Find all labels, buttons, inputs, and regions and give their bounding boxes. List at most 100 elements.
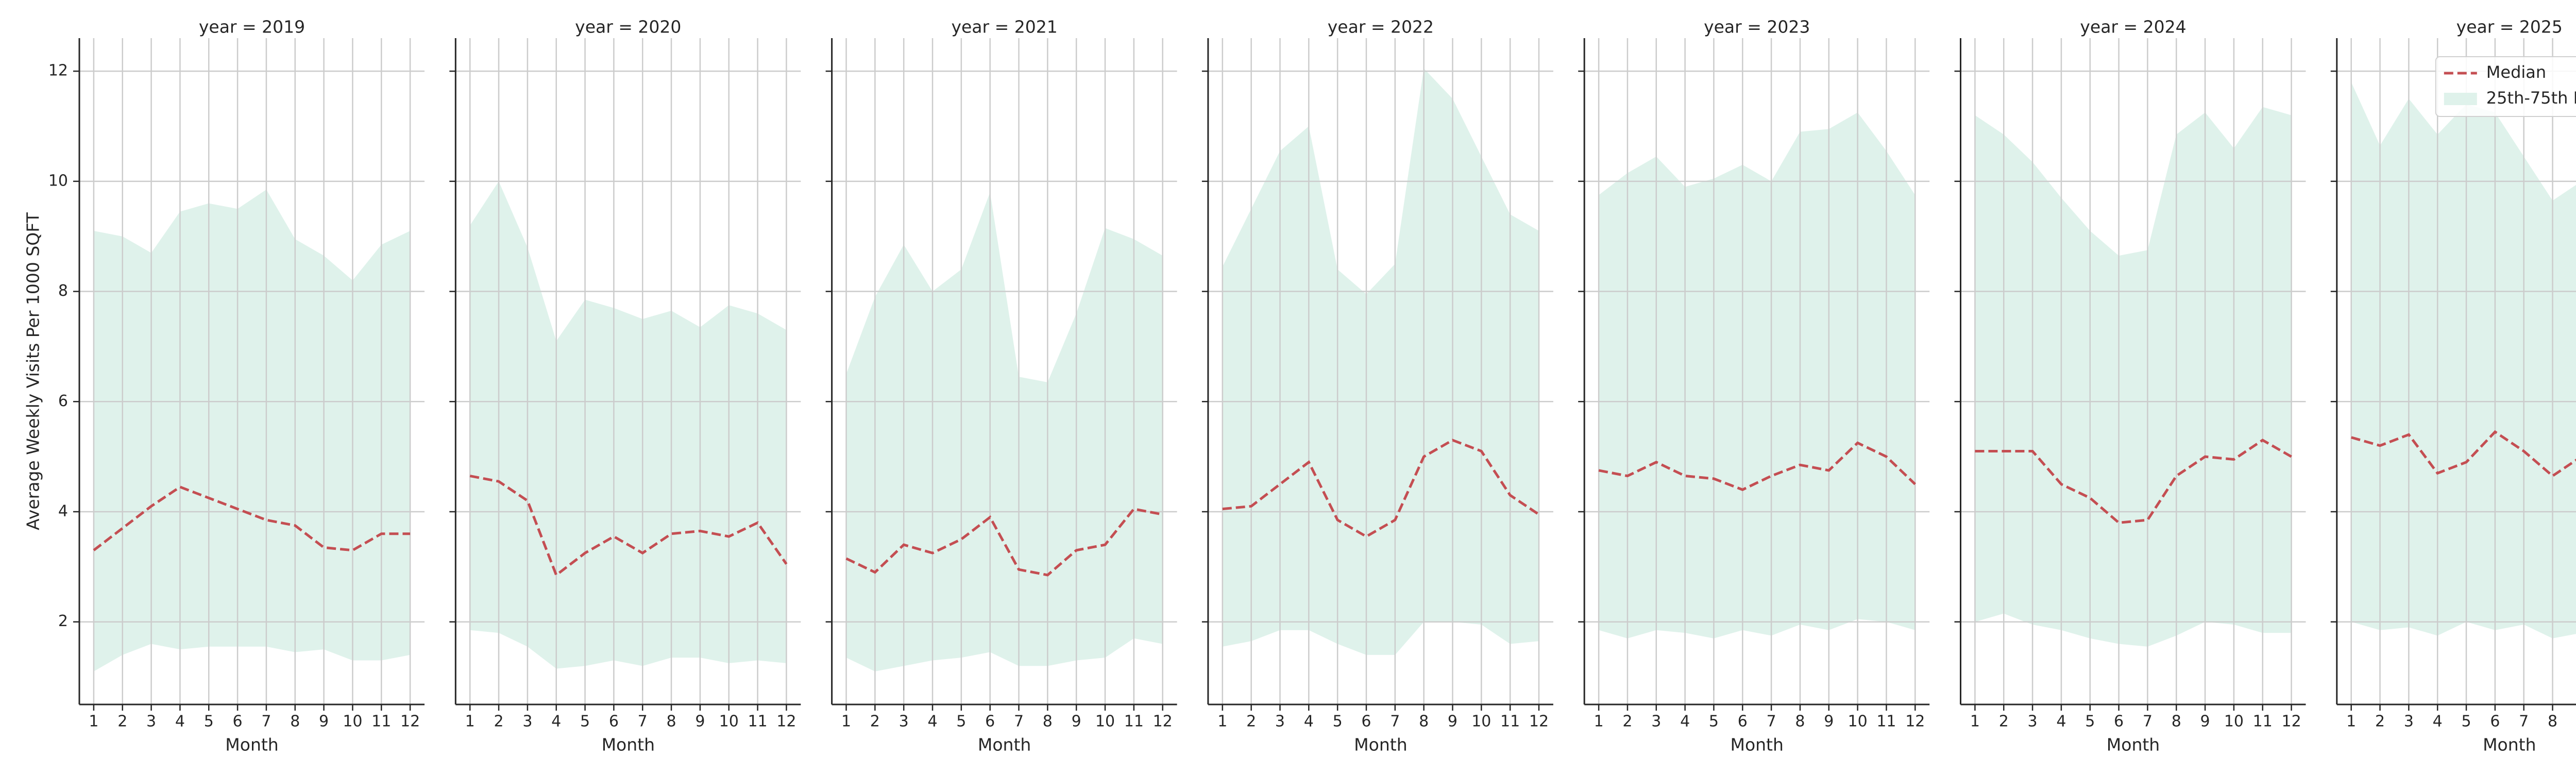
x-tick-label: 2 — [117, 713, 127, 731]
x-axis-label: Month — [1730, 735, 1783, 755]
x-tick-label: 4 — [551, 713, 561, 731]
x-tick-label: 5 — [204, 713, 214, 731]
x-tick-label: 4 — [1680, 713, 1690, 731]
x-tick-label: 8 — [667, 713, 676, 731]
x-tick-label: 11 — [1500, 713, 1520, 731]
x-tick-label: 10 — [1848, 713, 1868, 731]
x-tick-label: 11 — [1124, 713, 1144, 731]
x-tick-label: 4 — [1304, 713, 1314, 731]
x-tick-label: 12 — [1905, 713, 1925, 731]
percentile-band — [2351, 82, 2576, 638]
x-tick-label: 7 — [1390, 713, 1400, 731]
x-tick-label: 1 — [841, 713, 851, 731]
x-tick-label: 1 — [1217, 713, 1227, 731]
y-axis-label: Average Weekly Visits Per 1000 SQFT — [23, 212, 43, 530]
x-tick-label: 7 — [2143, 713, 2153, 731]
legend-label: Median — [2486, 62, 2546, 82]
y-tick-label: 8 — [58, 282, 68, 300]
x-tick-label: 2 — [1622, 713, 1632, 731]
panel-title: year = 2021 — [951, 17, 1057, 37]
x-tick-label: 8 — [2172, 713, 2181, 731]
y-tick-label: 12 — [48, 62, 68, 80]
x-tick-label: 3 — [2404, 713, 2414, 731]
median-line — [1222, 439, 1540, 538]
x-tick-label: 2 — [870, 713, 880, 731]
y-tick-label: 4 — [58, 502, 68, 520]
x-tick-label: 8 — [1419, 713, 1429, 731]
x-tick-label: 2 — [1246, 713, 1256, 731]
percentile-band — [1222, 68, 1539, 655]
x-tick-label: 6 — [2114, 713, 2124, 731]
x-axis-label: Month — [225, 735, 278, 755]
x-axis-label: Month — [602, 735, 655, 755]
x-tick-label: 1 — [2346, 713, 2356, 731]
panel-title: year = 2019 — [199, 17, 305, 37]
x-tick-label: 5 — [1333, 713, 1343, 731]
x-tick-label: 3 — [1651, 713, 1661, 731]
median-line — [1975, 439, 2292, 524]
x-tick-label: 5 — [2085, 713, 2095, 731]
x-tick-label: 4 — [2433, 713, 2443, 731]
panel-title: year = 2025 — [2456, 17, 2563, 37]
x-tick-label: 3 — [2028, 713, 2038, 731]
x-tick-label: 12 — [2281, 713, 2301, 731]
x-axis-label: Month — [978, 735, 1031, 755]
x-tick-label: 5 — [580, 713, 590, 731]
x-tick-label: 3 — [899, 713, 909, 731]
percentile-band — [1599, 112, 1916, 638]
x-tick-label: 11 — [1876, 713, 1896, 731]
x-tick-label: 7 — [2519, 713, 2529, 731]
x-tick-label: 1 — [89, 713, 98, 731]
x-tick-label: 10 — [1095, 713, 1115, 731]
x-tick-label: 2 — [494, 713, 504, 731]
x-tick-label: 5 — [956, 713, 966, 731]
x-tick-label: 6 — [2490, 713, 2500, 731]
x-tick-label: 6 — [609, 713, 619, 731]
percentile-band — [846, 192, 1163, 671]
panel-title: year = 2024 — [2080, 17, 2186, 37]
x-axis-label: Month — [1354, 735, 1407, 755]
x-tick-label: 8 — [1795, 713, 1805, 731]
legend-label: 25th-75th Percentile — [2486, 88, 2576, 108]
x-tick-label: 10 — [719, 713, 739, 731]
x-tick-label: 1 — [1970, 713, 1980, 731]
y-tick-label: 2 — [58, 612, 68, 630]
x-tick-label: 12 — [400, 713, 420, 731]
x-tick-label: 9 — [1448, 713, 1458, 731]
x-tick-label: 10 — [1471, 713, 1491, 731]
x-tick-label: 9 — [695, 713, 705, 731]
x-tick-label: 9 — [1072, 713, 1081, 731]
x-tick-label: 5 — [1709, 713, 1719, 731]
median-line — [93, 485, 411, 552]
x-tick-label: 10 — [2224, 713, 2244, 731]
x-tick-label: 9 — [319, 713, 329, 731]
x-tick-label: 9 — [1824, 713, 1834, 731]
legend-swatch — [2444, 93, 2477, 105]
x-tick-label: 7 — [1767, 713, 1776, 731]
x-tick-label: 12 — [1153, 713, 1173, 731]
y-tick-label: 6 — [58, 392, 68, 410]
x-tick-label: 6 — [985, 713, 995, 731]
x-tick-label: 3 — [522, 713, 532, 731]
x-tick-label: 12 — [1529, 713, 1549, 731]
x-tick-label: 8 — [290, 713, 300, 731]
x-tick-label: 7 — [1014, 713, 1024, 731]
x-tick-label: 8 — [1043, 713, 1053, 731]
x-tick-label: 11 — [748, 713, 767, 731]
percentile-band — [93, 189, 411, 671]
x-tick-label: 6 — [1738, 713, 1748, 731]
x-tick-label: 4 — [175, 713, 185, 731]
x-tick-label: 12 — [776, 713, 796, 731]
x-tick-label: 11 — [2253, 713, 2273, 731]
x-axis-label: Month — [2483, 735, 2536, 755]
x-tick-label: 3 — [1275, 713, 1285, 731]
percentile-band — [1975, 107, 2292, 647]
x-tick-label: 1 — [1594, 713, 1604, 731]
x-tick-label: 1 — [465, 713, 475, 731]
x-tick-label: 6 — [1361, 713, 1371, 731]
panel-title: year = 2023 — [1704, 17, 1810, 37]
x-tick-label: 3 — [146, 713, 156, 731]
median-line — [1598, 441, 1917, 491]
